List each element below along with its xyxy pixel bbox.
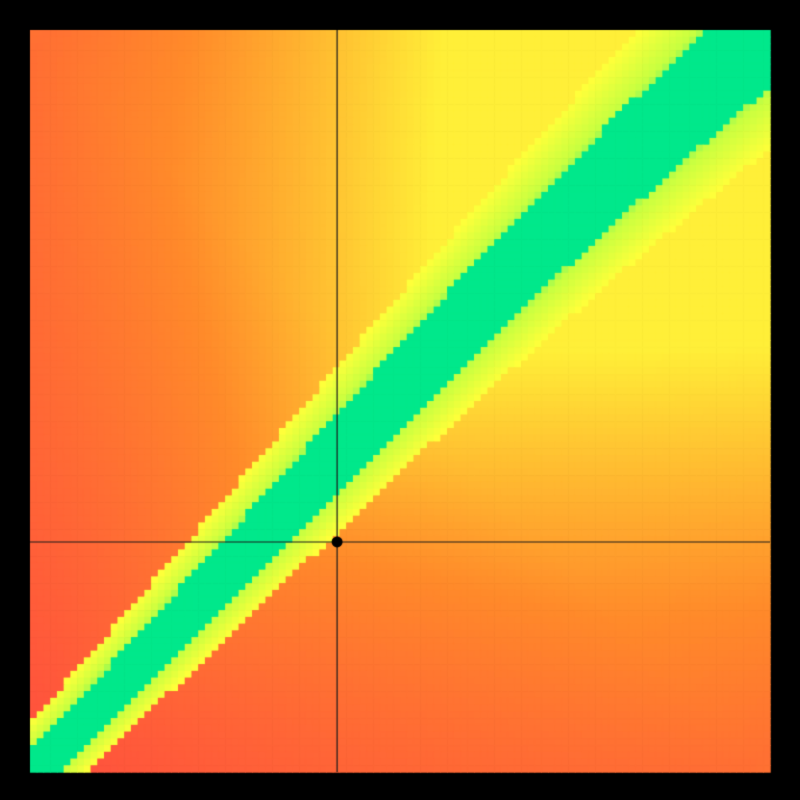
chart-container: TheBottleneck.com [0, 0, 800, 800]
heatmap-canvas [0, 0, 800, 800]
